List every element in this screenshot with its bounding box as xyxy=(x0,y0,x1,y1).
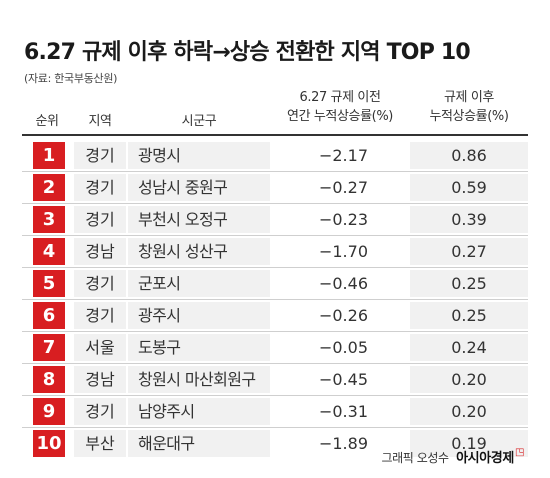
column-header-city: 시군구 xyxy=(181,114,217,129)
after-value: 0.20 xyxy=(410,366,528,393)
row-divider xyxy=(22,363,528,364)
rank-badge: 1 xyxy=(33,142,65,169)
rank-badge: 10 xyxy=(33,430,65,457)
region-cell: 경기 xyxy=(74,302,126,329)
city-cell: 창원시 성산구 xyxy=(128,238,270,265)
before-value: −0.26 xyxy=(318,306,368,325)
before-value: −0.46 xyxy=(318,274,368,293)
before-value: −0.27 xyxy=(318,178,368,197)
row-divider xyxy=(22,171,528,172)
table-row: 8 경남 창원시 마산회원구 −0.45 0.20 xyxy=(0,364,550,395)
column-header-before-line1: 6.27 규제 이전 xyxy=(299,90,381,105)
before-value: −0.23 xyxy=(318,210,368,229)
before-value: −0.31 xyxy=(318,402,368,421)
row-divider xyxy=(22,267,528,268)
rank-badge: 4 xyxy=(33,238,65,265)
city-cell: 광주시 xyxy=(128,302,270,329)
after-value: 0.59 xyxy=(410,174,528,201)
rank-badge: 7 xyxy=(33,334,65,361)
city-cell: 부천시 오정구 xyxy=(128,206,270,233)
row-divider xyxy=(22,395,528,396)
city-cell: 광명시 xyxy=(128,142,270,169)
city-cell: 도봉구 xyxy=(128,334,270,361)
row-divider xyxy=(22,299,528,300)
city-cell: 해운대구 xyxy=(128,430,270,457)
after-value: 0.24 xyxy=(410,334,528,361)
column-header-before: 6.27 규제 이전 연간 누적상승률(%) xyxy=(272,88,408,126)
before-value: −0.05 xyxy=(318,338,368,357)
table-row: 4 경남 창원시 성산구 −1.70 0.27 xyxy=(0,236,550,267)
brand-mark-icon: ◳ xyxy=(514,447,524,458)
after-value: 0.20 xyxy=(410,398,528,425)
credit: 그래픽 오성수 아시아경제◳ xyxy=(381,447,524,466)
graphic-credit: 그래픽 오성수 xyxy=(381,451,449,465)
column-header-region: 지역 xyxy=(88,114,112,129)
table-row: 2 경기 성남시 중원구 −0.27 0.59 xyxy=(0,172,550,203)
table-row: 10 부산 해운대구 −1.89 0.19 xyxy=(0,428,550,459)
after-value: 0.25 xyxy=(410,302,528,329)
rank-badge: 9 xyxy=(33,398,65,425)
city-cell: 군포시 xyxy=(128,270,270,297)
region-cell: 경기 xyxy=(74,206,126,233)
after-value: 0.25 xyxy=(410,270,528,297)
region-cell: 경기 xyxy=(74,174,126,201)
region-cell: 경기 xyxy=(74,398,126,425)
data-source: (자료: 한국부동산원) xyxy=(24,72,118,85)
before-value: −1.89 xyxy=(318,434,368,453)
column-header-rank: 순위 xyxy=(35,114,59,129)
brand-logo: 아시아경제 xyxy=(456,451,514,466)
column-header-after-line1: 규제 이후 xyxy=(444,90,494,105)
row-divider xyxy=(22,235,528,236)
row-divider xyxy=(22,331,528,332)
chart-title: 6.27 규제 이후 하락→상승 전환한 지역 TOP 10 xyxy=(24,40,471,65)
rank-badge: 5 xyxy=(33,270,65,297)
city-cell: 남양주시 xyxy=(128,398,270,425)
region-cell: 경남 xyxy=(74,238,126,265)
region-cell: 부산 xyxy=(74,430,126,457)
region-cell: 경기 xyxy=(74,270,126,297)
rank-badge: 2 xyxy=(33,174,65,201)
city-cell: 성남시 중원구 xyxy=(128,174,270,201)
table-row: 5 경기 군포시 −0.46 0.25 xyxy=(0,268,550,299)
rank-badge: 6 xyxy=(33,302,65,329)
column-header-before-line2: 연간 누적상승률(%) xyxy=(287,109,393,124)
before-value: −1.70 xyxy=(318,242,368,261)
table-row: 3 경기 부천시 오정구 −0.23 0.39 xyxy=(0,204,550,235)
after-value: 0.27 xyxy=(410,238,528,265)
after-value: 0.86 xyxy=(410,142,528,169)
region-cell: 경남 xyxy=(74,366,126,393)
table-row: 9 경기 남양주시 −0.31 0.20 xyxy=(0,396,550,427)
column-header-after: 규제 이후 누적상승률(%) xyxy=(410,88,528,126)
table-row: 7 서울 도봉구 −0.05 0.24 xyxy=(0,332,550,363)
rank-badge: 8 xyxy=(33,366,65,393)
after-value: 0.39 xyxy=(410,206,528,233)
region-cell: 경기 xyxy=(74,142,126,169)
table-row: 6 경기 광주시 −0.26 0.25 xyxy=(0,300,550,331)
rank-badge: 3 xyxy=(33,206,65,233)
region-cell: 서울 xyxy=(74,334,126,361)
row-divider xyxy=(22,203,528,204)
column-header-after-line2: 누적상승률(%) xyxy=(429,109,509,124)
city-cell: 창원시 마산회원구 xyxy=(128,366,270,393)
before-value: −2.17 xyxy=(318,146,368,165)
before-value: −0.45 xyxy=(318,370,368,389)
table-row: 1 경기 광명시 −2.17 0.86 xyxy=(0,140,550,171)
row-divider xyxy=(22,427,528,428)
after-value: 0.19 xyxy=(410,430,528,457)
header-rule xyxy=(22,134,528,136)
